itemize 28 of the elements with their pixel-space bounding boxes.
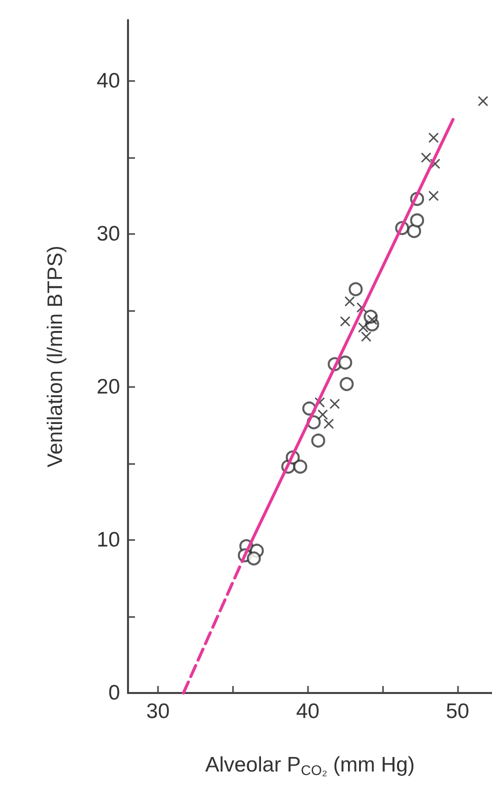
x-tick-label: 40 xyxy=(296,700,320,723)
y-tick-label: 10 xyxy=(96,528,120,552)
y-tick-label: 20 xyxy=(96,376,120,399)
point xyxy=(428,132,439,143)
point xyxy=(318,410,328,420)
point xyxy=(338,356,352,370)
point xyxy=(246,551,261,566)
y-tick-label: 30 xyxy=(96,222,120,246)
point xyxy=(340,316,350,326)
point xyxy=(428,190,439,201)
point xyxy=(410,213,424,228)
point xyxy=(330,398,340,409)
point xyxy=(293,460,308,474)
point xyxy=(344,296,355,306)
point xyxy=(340,377,354,392)
point xyxy=(407,224,422,238)
y-axis-title: Ventilation (l/min BTPS) xyxy=(44,246,67,468)
y-tick-label: 40 xyxy=(96,70,120,93)
x-tick-label: 50 xyxy=(446,700,470,723)
point xyxy=(348,282,363,296)
point xyxy=(324,418,334,429)
point xyxy=(358,322,368,332)
y-tick-label: 0 xyxy=(108,682,120,704)
point xyxy=(311,434,326,448)
point xyxy=(361,332,372,342)
point xyxy=(421,152,432,163)
point xyxy=(478,96,488,106)
x-tick-label: 30 xyxy=(146,700,170,723)
